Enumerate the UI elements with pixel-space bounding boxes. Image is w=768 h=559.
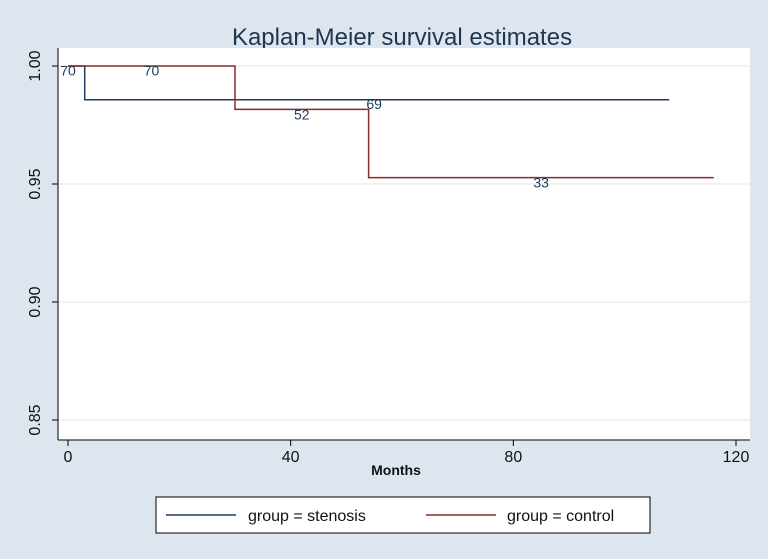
at-risk-label-group-control-1: 52	[294, 106, 310, 122]
y-tick-label-1: 0.90	[27, 286, 44, 317]
legend-label-control: group = control	[507, 508, 614, 525]
legend-box	[155, 496, 651, 534]
x-tick-label-2: 80	[504, 449, 522, 466]
at-risk-layer: 70 69 70 52 33	[60, 63, 549, 191]
at-risk-label-group-control-0: 70	[144, 63, 160, 79]
series-layer	[68, 65, 714, 179]
legend: group = stenosis group = control	[155, 496, 651, 534]
at-risk-label-group-stenosis-0: 70	[60, 63, 76, 79]
plot-region	[58, 48, 750, 440]
legend-label-stenosis: group = stenosis	[248, 508, 366, 525]
at-risk-label-group-stenosis-1: 69	[366, 96, 382, 112]
y-tick-label-3: 1.00	[27, 50, 44, 81]
x-tick-label-0: 0	[64, 449, 73, 466]
y-tick-label-0: 0.85	[27, 404, 44, 435]
x-tick-label-1: 40	[282, 449, 300, 466]
x-axis-title: Months	[371, 462, 421, 478]
chart-title: Kaplan-Meier survival estimates	[232, 24, 572, 51]
y-tick-label-2: 0.95	[27, 168, 44, 199]
axes-layer: 0.85 0.90 0.95 1.00 0 40 80 120	[27, 48, 750, 466]
series-line-group-control	[68, 65, 714, 179]
at-risk-label-group-control-2: 33	[533, 174, 549, 190]
x-tick-label-3: 120	[723, 449, 750, 466]
